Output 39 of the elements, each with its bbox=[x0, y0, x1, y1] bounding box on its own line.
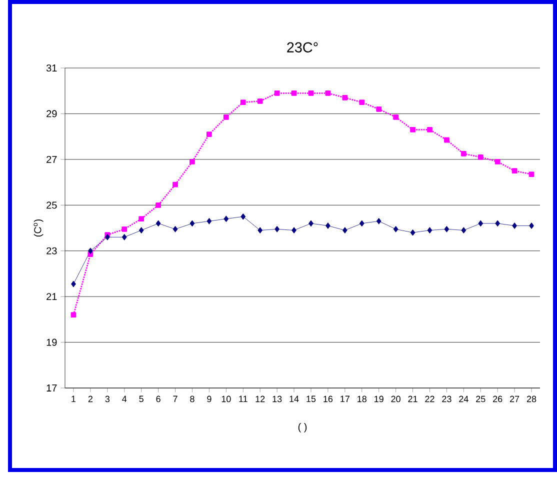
x-tick-label: 7 bbox=[173, 396, 178, 402]
x-tick-label: 13 bbox=[272, 396, 282, 402]
y-axis-title: (C$^{o}$) bbox=[34, 219, 44, 237]
x-tick-label: 23 bbox=[442, 396, 452, 402]
x-tick-label: 20 bbox=[391, 396, 400, 402]
x-tick-label: 28 bbox=[526, 396, 536, 402]
x-tick-label: 25 bbox=[476, 396, 486, 402]
x-tick-label: 3 bbox=[105, 396, 110, 402]
x-tick-label: 27 bbox=[510, 396, 520, 402]
x-tick-label: 8 bbox=[190, 396, 194, 402]
x-tick-label: 18 bbox=[358, 396, 366, 402]
x-tick-label: 2 bbox=[88, 396, 92, 402]
x-tick-label: 4 bbox=[122, 396, 127, 402]
y-tick-label: 21 bbox=[46, 293, 57, 300]
x-tick-label: 12 bbox=[256, 396, 265, 402]
x-tick-label: 9 bbox=[207, 396, 212, 402]
y-tick-label: 27 bbox=[46, 156, 57, 163]
x-tick-label: 1 bbox=[72, 396, 76, 402]
x-tick-label: 14 bbox=[290, 396, 299, 402]
x-tick-label: 5 bbox=[139, 396, 144, 402]
x-tick-label: 19 bbox=[374, 396, 384, 402]
x-tick-label: 21 bbox=[408, 396, 418, 402]
x-tick-label: 17 bbox=[340, 396, 350, 402]
y-tick-label: 19 bbox=[46, 338, 57, 346]
x-tick-label: 22 bbox=[425, 396, 434, 402]
y-tick-label: 17 bbox=[46, 384, 57, 392]
x-tick-label: 16 bbox=[324, 396, 333, 402]
x-tick-label: 11 bbox=[239, 396, 248, 402]
x-tick-label: 24 bbox=[459, 396, 468, 402]
x-tick-label: 15 bbox=[306, 396, 316, 402]
y-tick-label: 25 bbox=[46, 202, 57, 209]
y-tick-label: 31 bbox=[46, 64, 57, 72]
y-tick-label: 29 bbox=[46, 110, 57, 118]
x-axis-title: ( ) bbox=[298, 423, 307, 432]
x-tick-label: 26 bbox=[493, 396, 502, 402]
x-tick-label: 10 bbox=[222, 396, 231, 402]
x-tick-label: 6 bbox=[156, 396, 160, 402]
chart-title: 23C° bbox=[287, 42, 318, 52]
y-tick-label: 23 bbox=[46, 247, 57, 254]
